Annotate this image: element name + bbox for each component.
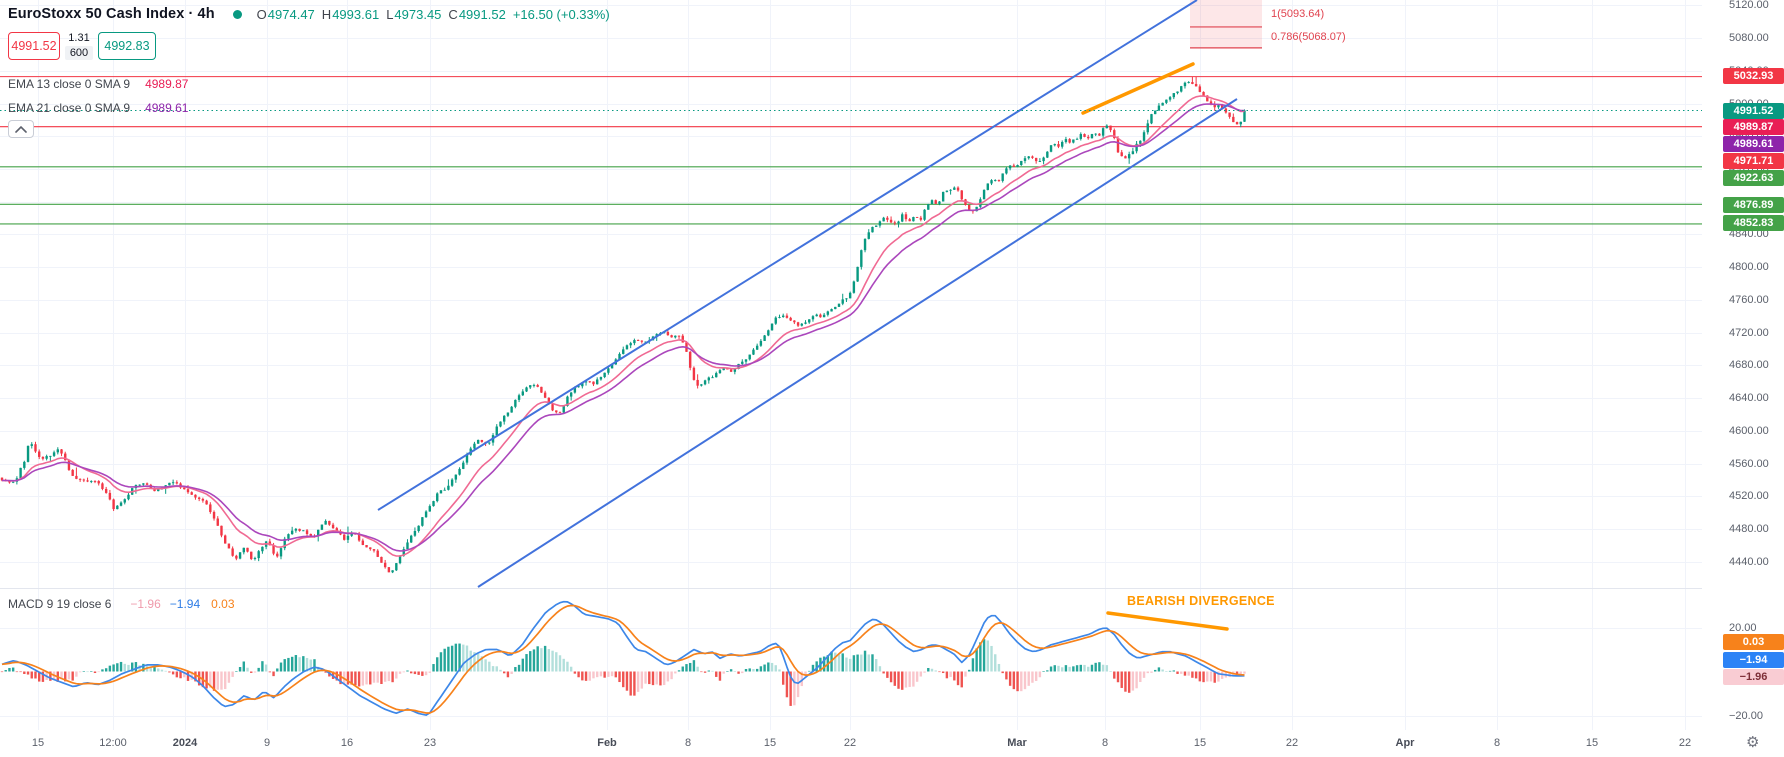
open-value: 4974.47 xyxy=(267,6,315,22)
fib-level-0786-label: 0.786(5068.07) xyxy=(1271,31,1346,43)
time-axis-label: 23 xyxy=(423,737,437,749)
open-label: O xyxy=(256,6,267,22)
price-axis-tick: 4440.00 xyxy=(1729,555,1769,568)
price-label-badge: −1.96 xyxy=(1723,669,1784,685)
price-label-badge: 4989.61 xyxy=(1723,136,1784,152)
time-axis-label: 9 xyxy=(263,737,271,749)
ema21-label: EMA 21 close 0 SMA 9 xyxy=(8,101,131,115)
close-label: C xyxy=(448,6,458,22)
price-axis-tick: 4720.00 xyxy=(1729,326,1769,339)
low-value: 4973.45 xyxy=(394,6,442,22)
fib-level-1-label: 1(5093.64) xyxy=(1271,8,1325,20)
close-value: 4991.52 xyxy=(458,6,506,22)
time-axis-label: Feb xyxy=(597,737,617,749)
price-axis-tick: 4680.00 xyxy=(1729,359,1769,372)
price-axis-tick: 5120.00 xyxy=(1729,0,1769,12)
time-axis-label: 15 xyxy=(1585,737,1599,749)
macd-line-value: −1.94 xyxy=(169,597,201,611)
time-axis-label: 22 xyxy=(1678,737,1692,749)
sell-button[interactable]: 4991.52 xyxy=(8,32,60,60)
ema21-value: 4989.61 xyxy=(145,101,189,115)
macd-axis-tick: −20.00 xyxy=(1729,709,1763,722)
price-label-badge: 4991.52 xyxy=(1723,103,1784,119)
bar-countdown: 600 xyxy=(64,46,94,60)
gear-icon[interactable]: ⚙ xyxy=(1746,734,1760,751)
time-axis-label: 2024 xyxy=(172,737,198,749)
time-axis[interactable]: ⚙ 15 12:00 2024 9 16 23 Feb 8 15 22 Mar 8 15 22 Apr 8 15… xyxy=(0,730,1784,757)
price-label-badge: 5032.93 xyxy=(1723,68,1784,84)
macd-axis-tick: 20.00 xyxy=(1729,621,1757,634)
time-axis-label: 22 xyxy=(843,737,857,749)
spread-value: 1.31 xyxy=(68,32,90,44)
bearish-divergence-label: BEARISH DIVERGENCE xyxy=(1127,594,1275,608)
price-axis[interactable]: 5120.005080.005040.005000.004960.004920.… xyxy=(1702,0,1784,757)
spread-info: 1.31 600 xyxy=(62,32,96,60)
price-axis-tick: 4560.00 xyxy=(1729,457,1769,470)
price-axis-tick: 4640.00 xyxy=(1729,392,1769,405)
time-axis-label: 15 xyxy=(763,737,777,749)
time-axis-label: 15 xyxy=(1193,737,1207,749)
time-axis-label: 16 xyxy=(340,737,354,749)
price-label-badge: 4922.63 xyxy=(1723,170,1784,186)
price-axis-tick: 5080.00 xyxy=(1729,32,1769,45)
time-axis-label: 15 xyxy=(31,737,45,749)
price-label-badge: 4971.71 xyxy=(1723,153,1784,169)
collapse-pane-button[interactable] xyxy=(8,120,34,138)
order-panel: 4991.52 1.31 600 4992.83 xyxy=(8,32,156,60)
macd-hist-value: −1.96 xyxy=(130,597,161,611)
ema13-label: EMA 13 close 0 SMA 9 xyxy=(8,77,131,91)
change-value: +16.50 (+0.33%) xyxy=(512,6,610,22)
price-axis-tick: 4480.00 xyxy=(1729,522,1769,535)
price-axis-tick: 4520.00 xyxy=(1729,490,1769,503)
macd-legend: MACD 9 19 close 6 −1.96 −1.94 0.03 xyxy=(8,597,235,611)
symbol-title[interactable]: EuroStoxx 50 Cash Index · 4h xyxy=(8,6,215,22)
time-axis-label: Mar xyxy=(1007,737,1027,749)
time-axis-label: 8 xyxy=(1493,737,1501,749)
time-axis-label: 12:00 xyxy=(99,737,127,749)
price-label-badge: 4876.89 xyxy=(1723,197,1784,213)
chevron-up-icon xyxy=(15,125,27,133)
time-axis-label: 22 xyxy=(1285,737,1299,749)
macd-label: MACD 9 19 close 6 xyxy=(8,597,112,611)
market-status-icon xyxy=(232,9,242,19)
low-label: L xyxy=(386,6,394,22)
ohlc-values: O 4974.47 H 4993.61 L 4973.45 C 4991.52 +16.… xyxy=(257,7,617,22)
price-axis-tick: 4760.00 xyxy=(1729,293,1769,306)
high-label: H xyxy=(321,6,332,22)
buy-button[interactable]: 4992.83 xyxy=(98,32,156,60)
high-value: 4993.61 xyxy=(332,6,380,22)
price-label-badge: −1.94 xyxy=(1723,652,1784,668)
macd-signal-value: 0.03 xyxy=(211,597,235,611)
ema13-legend: EMA 13 close 0 SMA 9 4989.87 xyxy=(8,77,188,91)
price-axis-tick: 4600.00 xyxy=(1729,424,1769,437)
ema21-legend: EMA 21 close 0 SMA 9 4989.61 xyxy=(8,101,188,115)
time-axis-label: 8 xyxy=(684,737,692,749)
time-axis-label: 8 xyxy=(1101,737,1109,749)
price-label-badge: 4852.83 xyxy=(1723,215,1784,231)
ema13-value: 4989.87 xyxy=(145,77,189,91)
price-label-badge: 4989.87 xyxy=(1723,119,1784,135)
price-axis-tick: 4800.00 xyxy=(1729,261,1769,274)
price-axis-tick: 4840.00 xyxy=(1729,228,1769,241)
time-axis-label: Apr xyxy=(1395,737,1415,749)
price-label-badge: 0.03 xyxy=(1723,634,1784,650)
